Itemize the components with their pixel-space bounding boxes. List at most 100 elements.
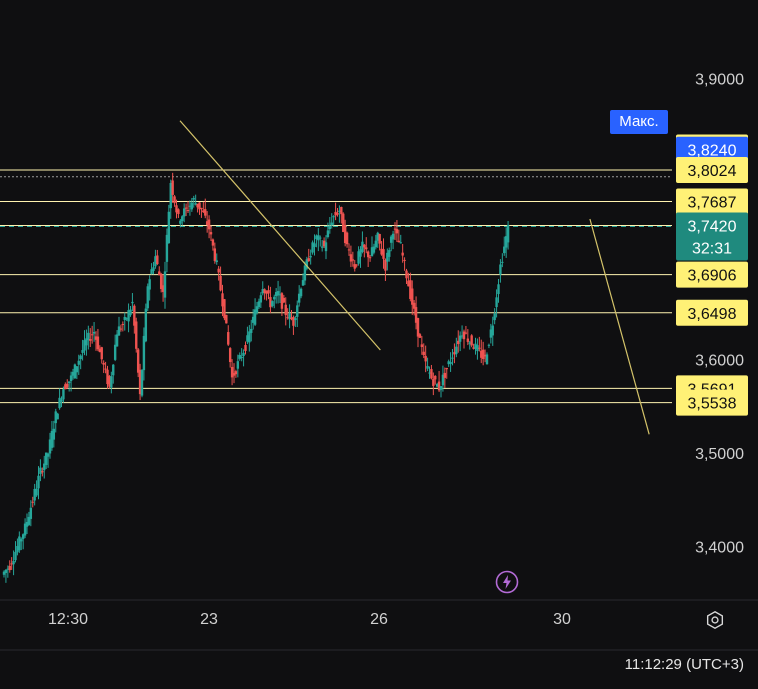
candle-body bbox=[366, 251, 370, 258]
candle-body bbox=[169, 183, 172, 209]
candle-body bbox=[152, 267, 155, 271]
candle-body bbox=[16, 546, 19, 553]
trendline-0 bbox=[179, 120, 381, 351]
candle-body bbox=[113, 344, 117, 360]
candle-body bbox=[267, 290, 270, 294]
candle-body bbox=[265, 291, 268, 294]
candle-body bbox=[326, 230, 330, 238]
candle-body bbox=[441, 374, 445, 386]
candle-body bbox=[343, 225, 347, 244]
candle-body bbox=[386, 252, 389, 262]
candle-body bbox=[347, 249, 351, 251]
candle-body bbox=[294, 318, 297, 321]
level-label-4-text: 3,6498 bbox=[688, 306, 737, 323]
candle-body bbox=[424, 355, 427, 362]
candle-body bbox=[37, 475, 40, 489]
candle-body bbox=[458, 335, 462, 342]
candle-body bbox=[54, 411, 57, 424]
candle-body bbox=[215, 260, 218, 263]
candle-body bbox=[98, 348, 102, 353]
candle-body bbox=[391, 233, 395, 240]
candle-body bbox=[173, 196, 176, 204]
candle-body bbox=[171, 180, 174, 195]
candle-body bbox=[100, 347, 103, 360]
candle-body bbox=[345, 232, 349, 245]
candle-body bbox=[430, 369, 433, 379]
candle-body bbox=[365, 247, 368, 250]
candle-body bbox=[403, 259, 406, 261]
candle-body bbox=[204, 209, 207, 216]
candle-body bbox=[374, 240, 378, 248]
y-tick-label-2: 3,5000 bbox=[695, 446, 744, 463]
candle-body bbox=[184, 207, 188, 209]
candle-body bbox=[313, 243, 316, 247]
candle-body bbox=[251, 316, 255, 323]
candle-body bbox=[497, 284, 500, 295]
candle-body bbox=[480, 350, 483, 358]
candle-body bbox=[165, 234, 169, 262]
candle-body bbox=[322, 240, 326, 247]
candle-body bbox=[43, 463, 46, 471]
candle-body bbox=[453, 352, 456, 355]
candle-body bbox=[207, 219, 211, 230]
candle-body bbox=[380, 248, 383, 255]
candle-body bbox=[104, 368, 107, 370]
candle-body bbox=[338, 210, 341, 213]
candle-body bbox=[501, 261, 504, 263]
candle-body bbox=[60, 399, 63, 402]
candle-body bbox=[476, 345, 479, 352]
candle-body bbox=[349, 254, 353, 262]
candle-body bbox=[405, 270, 408, 279]
candle-body bbox=[242, 352, 245, 356]
lightning-icon[interactable] bbox=[495, 570, 519, 594]
candle-body bbox=[257, 301, 261, 308]
candle-body bbox=[46, 453, 50, 457]
candle-body bbox=[305, 259, 309, 269]
level-label-4-box bbox=[676, 299, 748, 326]
candle-body bbox=[23, 523, 27, 536]
candle-body bbox=[288, 313, 291, 320]
current-price-box bbox=[676, 212, 748, 261]
candle-body bbox=[44, 452, 48, 465]
candle-body bbox=[135, 321, 138, 349]
candle-body bbox=[388, 250, 391, 257]
gear-icon[interactable] bbox=[704, 609, 726, 631]
candle-body bbox=[159, 273, 163, 290]
candle-body bbox=[236, 361, 240, 369]
candle-body bbox=[449, 362, 452, 364]
candle-body bbox=[435, 384, 439, 387]
candle-body bbox=[209, 232, 213, 235]
candle-body bbox=[200, 207, 203, 210]
candle-body bbox=[232, 373, 236, 376]
candle-body bbox=[351, 259, 355, 261]
candle-body bbox=[355, 264, 358, 266]
candle-body bbox=[85, 338, 88, 346]
candle-body bbox=[225, 314, 228, 324]
candle-body bbox=[102, 362, 105, 365]
candle-body bbox=[460, 335, 464, 337]
candle-body bbox=[269, 297, 272, 308]
candle-body bbox=[161, 285, 165, 292]
candle-body bbox=[478, 347, 481, 349]
candle-body bbox=[340, 207, 343, 215]
candle-body bbox=[286, 317, 289, 319]
candle-body bbox=[217, 268, 220, 273]
candle-body bbox=[12, 561, 15, 565]
candle-body bbox=[228, 348, 232, 363]
candle-body bbox=[303, 265, 307, 281]
candle-body bbox=[504, 236, 508, 248]
candle-body bbox=[223, 299, 226, 319]
candle-body bbox=[81, 350, 84, 353]
candle-body bbox=[399, 242, 402, 244]
candle-body bbox=[401, 252, 404, 256]
candle-body bbox=[62, 389, 65, 400]
candle-body bbox=[416, 318, 420, 337]
candle-body bbox=[108, 376, 111, 387]
candle-body bbox=[90, 334, 94, 336]
y-tick-label-0: 3,9000 bbox=[695, 72, 744, 89]
candle-body bbox=[48, 439, 52, 454]
candle-body bbox=[464, 332, 468, 334]
candle-body bbox=[474, 343, 477, 349]
candle-body bbox=[493, 313, 496, 321]
